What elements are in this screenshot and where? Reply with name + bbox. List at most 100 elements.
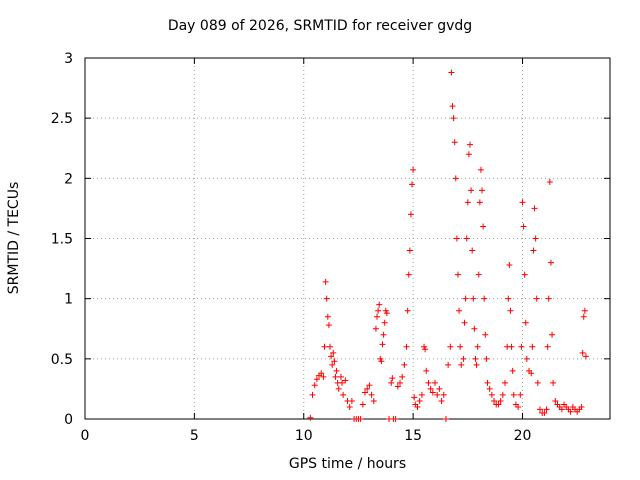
data-point-marker: [409, 181, 416, 188]
data-point-marker: [470, 295, 477, 302]
data-point-marker: [520, 223, 527, 230]
data-point-marker: [399, 373, 406, 380]
data-point-marker: [544, 343, 551, 350]
data-point-marker: [581, 307, 588, 314]
data-point-marker: [495, 401, 502, 408]
data-point-marker: [325, 322, 332, 329]
data-point-marker: [440, 391, 447, 398]
y-tick-label: 1.5: [51, 232, 73, 248]
data-point-marker: [370, 397, 377, 404]
axis-ticks: 0 5 10 15 20 0 0.5 1 1.5 2 2.5 3: [51, 51, 610, 444]
data-point-marker: [507, 307, 514, 314]
data-point-marker: [311, 382, 318, 389]
data-point-marker: [346, 403, 353, 410]
data-point-marker: [464, 199, 471, 206]
data-point-marker: [457, 343, 464, 350]
data-point-marker: [547, 259, 554, 266]
y-tick-label: 2.5: [51, 111, 73, 127]
data-point-marker: [452, 175, 459, 182]
data-point-marker: [473, 361, 480, 368]
data-point-marker: [465, 151, 472, 158]
data-point-marker: [418, 391, 425, 398]
data-point-marker: [422, 346, 429, 353]
data-point-marker: [342, 377, 349, 384]
data-point-marker: [523, 355, 530, 362]
plot-frame: [84, 57, 611, 420]
data-point-marker: [458, 361, 465, 368]
data-point-marker: [578, 403, 585, 410]
data-point-marker: [474, 343, 481, 350]
data-point-marker: [549, 331, 556, 338]
data-point-marker: [410, 166, 417, 173]
data-point-marker: [534, 379, 541, 386]
data-point-marker: [411, 394, 418, 401]
data-point-marker: [359, 401, 366, 408]
data-point-marker: [567, 408, 574, 415]
chart-title: Day 089 of 2026, SRMTID for receiver gvd…: [167, 18, 473, 34]
data-point-marker: [401, 361, 408, 368]
data-point-marker: [460, 355, 467, 362]
data-point-marker: [362, 389, 368, 396]
data-point-marker: [463, 235, 470, 242]
data-point-marker: [442, 416, 449, 422]
data-point-marker: [484, 379, 491, 386]
data-point-marker: [392, 416, 399, 422]
data-point-marker: [333, 367, 340, 374]
data-point-marker: [394, 383, 401, 390]
data-point-marker: [388, 379, 395, 386]
data-point-marker: [321, 343, 328, 350]
data-point-marker: [533, 295, 540, 302]
data-point-marker: [502, 379, 508, 386]
data-point-marker: [434, 391, 441, 398]
data-point-marker: [488, 391, 495, 398]
x-tick-label: 15: [404, 428, 422, 444]
data-point-marker: [429, 389, 436, 396]
data-point-marker: [467, 141, 473, 148]
data-point-marker: [515, 403, 522, 410]
data-point-marker: [332, 373, 339, 380]
data-point-marker: [456, 307, 463, 314]
data-point-marker: [454, 271, 461, 278]
data-point-marker: [545, 295, 552, 302]
data-point-marker: [476, 199, 483, 206]
data-point-marker: [340, 391, 347, 398]
data-point-marker: [530, 247, 537, 254]
data-point-marker: [405, 271, 412, 278]
data-point-marker: [324, 313, 331, 320]
data-point-marker: [329, 361, 336, 368]
data-point-marker: [330, 349, 337, 356]
data-point-marker: [582, 353, 589, 360]
data-point-marker: [379, 341, 386, 348]
data-point-marker: [327, 343, 333, 350]
data-point-marker: [425, 379, 432, 386]
y-tick-label: 3: [64, 51, 73, 67]
data-point-marker: [380, 331, 387, 338]
data-point-marker: [423, 367, 430, 374]
data-point-marker: [499, 391, 506, 398]
data-point-marker: [331, 358, 338, 365]
data-point-marker: [461, 319, 468, 326]
data-point-marker: [481, 295, 488, 302]
data-point-marker: [414, 403, 421, 410]
data-point-marker: [510, 391, 517, 398]
data-point-marker: [491, 397, 498, 404]
x-tick-label: 0: [81, 428, 90, 444]
data-point-marker: [309, 391, 316, 398]
data-point-marker: [521, 271, 528, 278]
data-point-marker: [364, 385, 371, 392]
data-point-marker: [532, 235, 539, 242]
data-point-marker: [307, 414, 314, 421]
data-points: [307, 69, 589, 422]
data-point-marker: [406, 247, 413, 254]
data-point-marker: [323, 295, 330, 302]
data-point-marker: [320, 373, 327, 380]
data-point-marker: [468, 187, 475, 194]
data-point-marker: [445, 361, 452, 368]
data-point-marker: [374, 313, 381, 320]
data-point-marker: [368, 391, 375, 398]
data-point-marker: [509, 367, 516, 374]
data-point-marker: [508, 343, 515, 350]
data-point-marker: [518, 343, 525, 350]
data-point-marker: [497, 397, 504, 404]
